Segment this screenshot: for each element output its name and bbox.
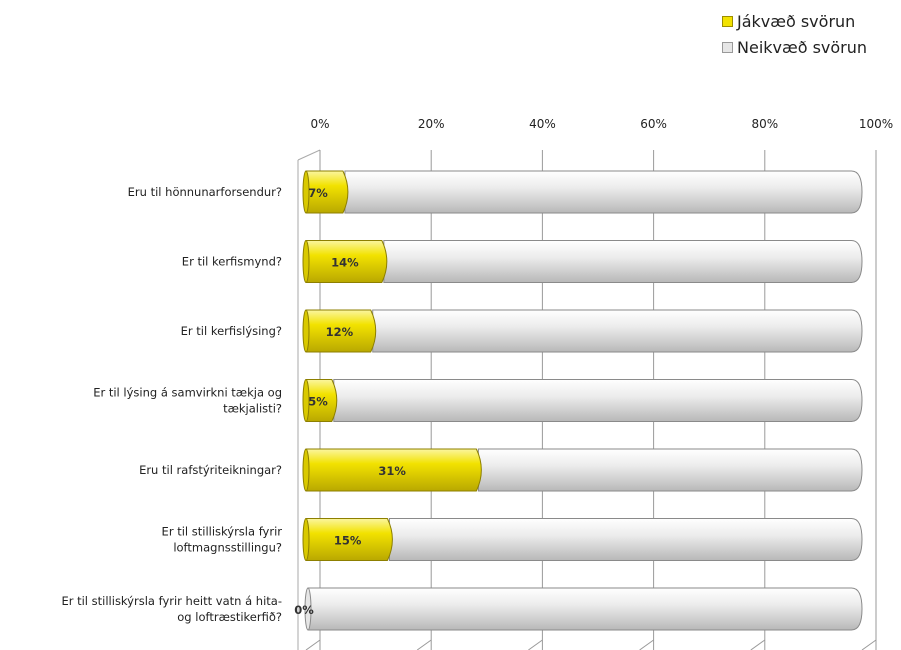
category-label: tækjalisti? bbox=[223, 402, 282, 416]
bar-negative-cap bbox=[304, 587, 312, 631]
bar-negative bbox=[333, 379, 863, 422]
x-tick-label: 40% bbox=[529, 117, 556, 131]
legend-label-negative: Neikvæð svörun bbox=[737, 37, 868, 57]
bar-positive bbox=[305, 309, 377, 353]
category-labels: Eru til hönnunarforsendur? Er til kerfism… bbox=[61, 185, 282, 624]
data-label: 0% bbox=[294, 603, 314, 617]
bar-positive bbox=[305, 170, 349, 214]
floor-gridline bbox=[305, 639, 321, 650]
data-label: 14% bbox=[331, 256, 359, 270]
x-axis-ticks: 0% 20% 40% 60% 80% 100% bbox=[310, 117, 893, 131]
category-label: Eru til rafstýriteikningar? bbox=[139, 463, 282, 477]
bar-negative bbox=[383, 240, 863, 283]
legend-item-negative: Neikvæð svörun bbox=[722, 34, 867, 60]
bar-positive-cap bbox=[302, 240, 310, 283]
category-label: Er til kerfismynd? bbox=[182, 255, 282, 269]
legend: Jákvæð svörun Neikvæð svörun bbox=[722, 8, 867, 60]
bar-positive-cap bbox=[302, 379, 310, 422]
bars: 7% 14% 12% 5% 31% 15% 0% bbox=[294, 170, 863, 631]
bar-negative bbox=[344, 170, 863, 214]
floor-gridline bbox=[416, 639, 432, 650]
bar-negative bbox=[388, 518, 863, 561]
data-label: 15% bbox=[334, 534, 362, 548]
plot-top-left-edge bbox=[297, 149, 321, 161]
legend-swatch-negative bbox=[722, 41, 733, 53]
floor-gridline bbox=[750, 639, 766, 650]
bar-negative bbox=[372, 309, 863, 353]
data-label: 7% bbox=[308, 186, 328, 200]
bar-negative bbox=[307, 587, 863, 631]
data-label: 5% bbox=[308, 395, 328, 409]
legend-swatch-positive bbox=[722, 15, 733, 27]
bar-positive-cap bbox=[302, 448, 310, 492]
floor-gridline bbox=[639, 639, 654, 650]
x-tick-label: 0% bbox=[310, 117, 329, 131]
category-label: Er til kerfislýsing? bbox=[181, 324, 282, 338]
bar-positive-cap bbox=[302, 170, 310, 214]
category-label: loftmagnsstillingu? bbox=[173, 541, 282, 555]
category-label: Eru til hönnunarforsendur? bbox=[128, 185, 282, 199]
category-label: og loftræstikerfið? bbox=[177, 610, 282, 624]
floor-gridline bbox=[528, 639, 543, 650]
legend-item-positive: Jákvæð svörun bbox=[722, 8, 867, 34]
bar-positive-cap bbox=[302, 309, 310, 353]
category-label: Er til stilliskýrsla fyrir bbox=[162, 525, 283, 539]
bar-positive-cap bbox=[302, 518, 310, 561]
floor-gridline bbox=[861, 639, 877, 650]
bar-positive bbox=[305, 240, 388, 283]
category-label: Er til lýsing á samvirkni tækja og bbox=[93, 386, 282, 400]
x-tick-label: 100% bbox=[859, 117, 893, 131]
legend-label-positive: Jákvæð svörun bbox=[737, 11, 856, 31]
x-tick-label: 60% bbox=[640, 117, 667, 131]
bar-negative bbox=[477, 448, 863, 492]
bar-positive bbox=[305, 379, 338, 422]
x-tick-label: 20% bbox=[418, 117, 445, 131]
x-tick-label: 80% bbox=[751, 117, 778, 131]
data-label: 31% bbox=[378, 464, 406, 478]
data-label: 12% bbox=[326, 325, 354, 339]
bar-positive bbox=[305, 518, 393, 561]
bar-positive bbox=[305, 448, 482, 492]
category-label: Er til stilliskýrsla fyrir heitt vatn á … bbox=[61, 594, 282, 608]
